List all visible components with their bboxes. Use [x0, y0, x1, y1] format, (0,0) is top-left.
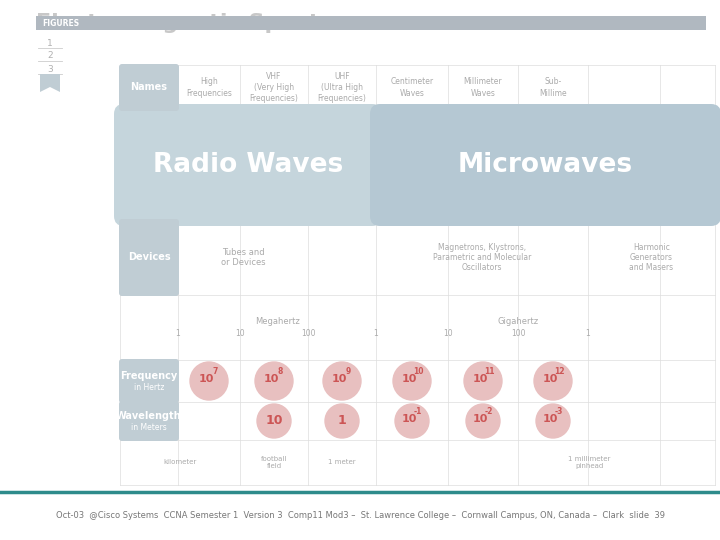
Text: 1: 1 [176, 329, 181, 338]
Text: Centimeter
Waves: Centimeter Waves [390, 77, 433, 98]
Text: 10: 10 [235, 329, 245, 338]
Text: Frequency: Frequency [120, 371, 178, 381]
Text: 100: 100 [301, 329, 315, 338]
Text: Tubes and
or Devices: Tubes and or Devices [221, 248, 265, 267]
FancyBboxPatch shape [119, 359, 179, 403]
Circle shape [323, 362, 361, 400]
Text: football
field: football field [261, 456, 287, 469]
Text: -3: -3 [555, 408, 563, 416]
Circle shape [190, 362, 228, 400]
Text: 10: 10 [198, 374, 214, 384]
Bar [0, 492, 720, 540]
Text: High
Frequencies: High Frequencies [186, 77, 232, 98]
Text: 1: 1 [338, 414, 346, 427]
Text: 10: 10 [542, 374, 558, 384]
FancyBboxPatch shape [119, 219, 179, 296]
Text: in Hertz: in Hertz [134, 383, 164, 393]
FancyBboxPatch shape [40, 74, 60, 92]
Text: 10: 10 [265, 414, 283, 427]
Text: UHF
(Ultra High
Frequencies): UHF (Ultra High Frequencies) [318, 72, 366, 103]
Text: 1: 1 [47, 38, 53, 48]
Text: 10: 10 [264, 374, 279, 384]
Circle shape [464, 362, 502, 400]
Text: kilometer: kilometer [163, 460, 197, 465]
Polygon shape [40, 87, 60, 92]
Text: Magnetrons, Klystrons,
Parametric and Molecular
Oscillators: Magnetrons, Klystrons, Parametric and Mo… [433, 242, 531, 272]
Circle shape [534, 362, 572, 400]
FancyBboxPatch shape [114, 104, 382, 226]
Text: -2: -2 [485, 408, 493, 416]
Text: Gigahertz: Gigahertz [498, 317, 539, 326]
Text: 10: 10 [401, 414, 417, 424]
Text: 10: 10 [413, 368, 423, 376]
Text: 11: 11 [484, 368, 494, 376]
Text: 10: 10 [542, 414, 558, 424]
Text: 1 meter: 1 meter [328, 460, 356, 465]
Text: Oct-03  @Cisco Systems  CCNA Semester 1  Version 3  Comp11 Mod3 –  St. Lawrence : Oct-03 @Cisco Systems CCNA Semester 1 Ve… [55, 511, 665, 521]
Text: Devices: Devices [127, 253, 171, 262]
Circle shape [536, 404, 570, 438]
Text: 12: 12 [554, 368, 564, 376]
Text: Electromagnetic Spectrum: Electromagnetic Spectrum [36, 13, 369, 33]
Circle shape [325, 404, 359, 438]
Text: Radio Waves: Radio Waves [153, 152, 343, 178]
Circle shape [466, 404, 500, 438]
Text: 1: 1 [374, 329, 379, 338]
Text: Harmonic
Generators
and Masers: Harmonic Generators and Masers [629, 242, 674, 272]
Text: 10: 10 [331, 374, 347, 384]
Text: 3: 3 [47, 64, 53, 73]
Text: 1: 1 [585, 329, 590, 338]
Text: -1: -1 [414, 408, 422, 416]
FancyBboxPatch shape [119, 64, 179, 111]
Text: 10: 10 [401, 374, 417, 384]
Text: VHF
(Very High
Frequencies): VHF (Very High Frequencies) [250, 72, 298, 103]
Text: 1 millimeter
pinhead: 1 millimeter pinhead [568, 456, 610, 469]
Text: 8: 8 [277, 368, 283, 376]
Circle shape [395, 404, 429, 438]
FancyBboxPatch shape [119, 401, 179, 441]
Circle shape [257, 404, 291, 438]
Bar [36, 16, 706, 30]
Text: 100: 100 [510, 329, 526, 338]
Text: Wavelength: Wavelength [116, 411, 182, 421]
Text: FIGURES: FIGURES [42, 18, 79, 28]
Circle shape [255, 362, 293, 400]
Text: in Meters: in Meters [131, 423, 167, 433]
Text: 9: 9 [346, 368, 351, 376]
Text: Microwaves: Microwaves [458, 152, 633, 178]
Circle shape [393, 362, 431, 400]
Text: Names: Names [130, 83, 168, 92]
Text: Millimeter
Waves: Millimeter Waves [464, 77, 503, 98]
Text: 10: 10 [472, 414, 487, 424]
FancyBboxPatch shape [370, 104, 720, 226]
Text: Megahertz: Megahertz [255, 317, 300, 326]
Text: 7: 7 [212, 368, 217, 376]
Text: Sub-
Millime: Sub- Millime [539, 77, 567, 98]
Text: 10: 10 [472, 374, 487, 384]
Text: 2: 2 [48, 51, 53, 60]
Text: 10: 10 [444, 329, 453, 338]
